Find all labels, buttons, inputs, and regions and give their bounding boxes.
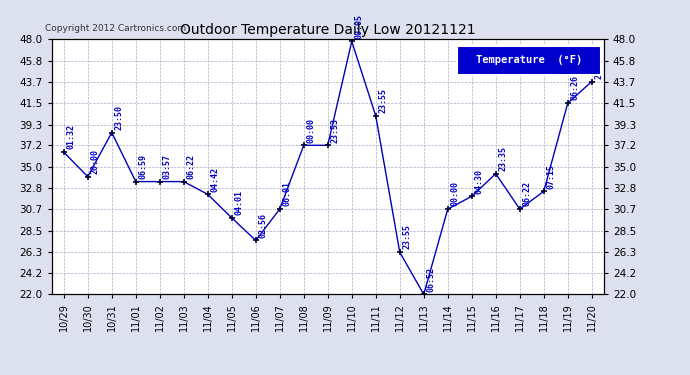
Text: 04:01: 04:01 bbox=[234, 190, 243, 215]
Text: 04:42: 04:42 bbox=[210, 166, 219, 192]
Title: Outdoor Temperature Daily Low 20121121: Outdoor Temperature Daily Low 20121121 bbox=[180, 23, 475, 37]
Text: 06:26: 06:26 bbox=[570, 75, 579, 100]
Text: 06:22: 06:22 bbox=[522, 181, 531, 206]
Text: Copyright 2012 Cartronics.com: Copyright 2012 Cartronics.com bbox=[45, 24, 186, 33]
Text: 02:56: 02:56 bbox=[258, 213, 267, 238]
Text: 06:01: 06:01 bbox=[282, 181, 291, 206]
Text: 04:30: 04:30 bbox=[474, 168, 483, 194]
Text: 23:50: 23:50 bbox=[114, 105, 124, 130]
Text: 23:53: 23:53 bbox=[331, 117, 339, 142]
Text: 00:00: 00:00 bbox=[306, 117, 315, 142]
Text: 03:57: 03:57 bbox=[162, 154, 171, 179]
Text: 06:52: 06:52 bbox=[426, 267, 435, 292]
Text: 06:59: 06:59 bbox=[138, 154, 147, 179]
Text: 23:55: 23:55 bbox=[378, 88, 387, 113]
Text: 01:32: 01:32 bbox=[66, 124, 75, 149]
Text: 21:45: 21:45 bbox=[594, 54, 603, 79]
Text: 07:15: 07:15 bbox=[546, 164, 555, 189]
Text: 20:00: 20:00 bbox=[90, 149, 99, 174]
Text: 23:55: 23:55 bbox=[402, 224, 411, 249]
Text: 23:35: 23:35 bbox=[498, 146, 507, 171]
Text: 00:05: 00:05 bbox=[354, 13, 363, 39]
Text: 06:22: 06:22 bbox=[186, 154, 195, 179]
Text: 00:00: 00:00 bbox=[450, 181, 459, 206]
